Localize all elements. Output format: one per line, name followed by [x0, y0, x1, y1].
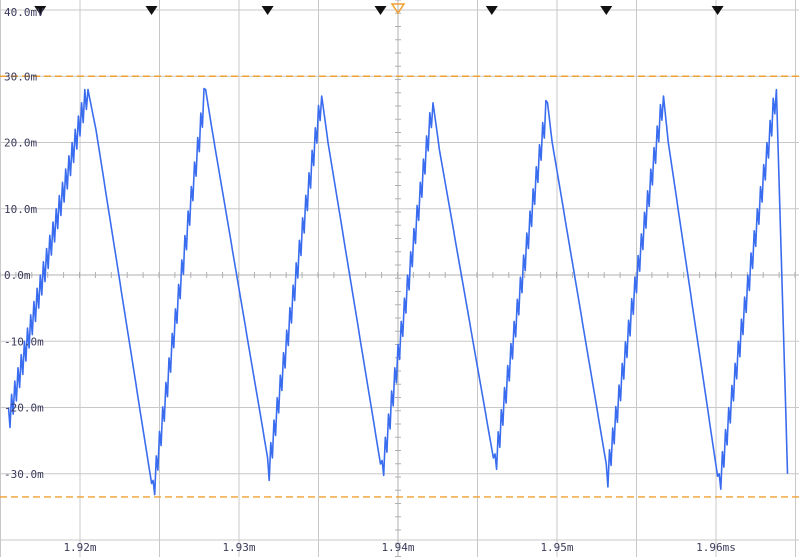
trigger-marker — [374, 6, 387, 15]
trigger-marker — [34, 6, 47, 15]
x-tick-label: 1.96ms — [696, 541, 736, 554]
y-tick-label: 10.0m — [4, 203, 37, 216]
x-tick-label: 1.95m — [540, 541, 573, 554]
trigger-markers — [34, 3, 724, 15]
y-tick-label: 30.0m — [4, 70, 37, 83]
y-tick-label: -20.0m — [4, 402, 44, 415]
x-tick-labels: 1.92m 1.93m 1.94m 1.95m 1.96ms — [63, 541, 735, 554]
trigger-marker — [711, 6, 724, 15]
y-tick-label: 40.0mV — [4, 6, 44, 19]
y-tick-label: 0.0m — [4, 269, 31, 282]
y-tick-label: 20.0m — [4, 137, 37, 150]
cursor-lines — [0, 75, 799, 498]
x-tick-label: 1.92m — [63, 541, 96, 554]
trigger-marker — [145, 6, 158, 15]
trigger-marker — [485, 6, 498, 15]
trigger-position-marker — [390, 3, 406, 15]
trigger-marker — [600, 6, 613, 15]
y-tick-label: -10.0m — [4, 335, 44, 348]
x-tick-label: 1.93m — [222, 541, 255, 554]
y-tick-labels: 40.0mV 30.0m 20.0m 10.0m 0.0m -10.0m -20.0m -30… — [4, 6, 44, 481]
x-tick-label: 1.94m — [381, 541, 414, 554]
waveform-trace — [7, 87, 789, 496]
trigger-marker — [261, 6, 274, 15]
y-tick-label: -30.0m — [4, 468, 44, 481]
